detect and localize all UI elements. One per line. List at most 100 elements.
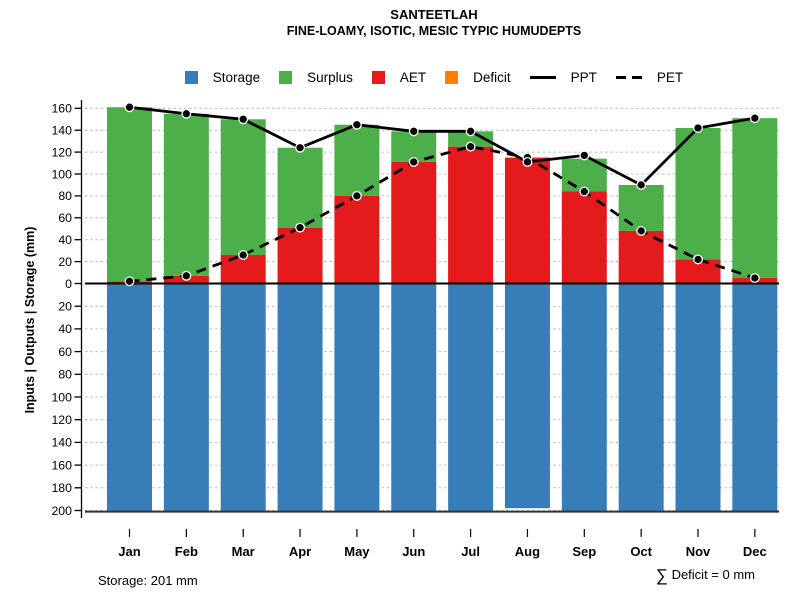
legend-label: PPT — [570, 69, 597, 85]
storage-bar-Nov — [675, 283, 721, 512]
sum-symbol: ∑ — [655, 566, 668, 585]
legend-item-surplus: Surplus — [279, 70, 353, 85]
deficit-text: Deficit = 0 mm — [667, 567, 755, 582]
ppt-point-Jun — [408, 126, 419, 137]
y-tick-label: 40 — [58, 322, 72, 336]
y-tick-label: 80 — [58, 368, 72, 382]
ppt-point-May — [351, 119, 362, 130]
y-tick-label: 20 — [58, 300, 72, 314]
y-tick-label: 120 — [51, 413, 72, 427]
storage-bar-Jun — [391, 283, 437, 512]
surplus-bar-Oct — [618, 184, 664, 231]
storage-bar-Oct — [618, 283, 664, 512]
y-tick-label: 160 — [51, 102, 72, 116]
legend-item-ppt: PPT — [529, 69, 597, 85]
y-tick-label: 60 — [58, 345, 72, 359]
aet-bar-Aug — [504, 157, 550, 284]
storage-bar-Jan — [107, 283, 152, 512]
legend-label: AET — [399, 69, 427, 85]
y-tick-label: 80 — [58, 189, 72, 203]
month-label-Oct: Oct — [630, 544, 652, 559]
y-tick-label: 200 — [51, 504, 72, 518]
ppt-line-swatch-icon — [529, 75, 556, 79]
legend-item-deficit: Deficit — [445, 70, 511, 85]
y-tick-label: 140 — [51, 436, 72, 450]
pet-point-Feb — [181, 270, 192, 281]
month-label-May: May — [344, 544, 370, 559]
month-label-Dec: Dec — [743, 544, 767, 559]
surplus-bar-Dec — [732, 118, 778, 279]
aet-bar-Jul — [448, 146, 494, 284]
pet-point-Jul — [465, 141, 476, 152]
surplus-bar-Jan — [107, 107, 152, 282]
aet-bar-May — [334, 195, 380, 284]
legend: Storage Surplus AET Deficit PPT PET — [88, 66, 780, 88]
deficit-annotation: ∑ Deficit = 0 mm — [656, 566, 755, 586]
ppt-point-Jul — [465, 126, 476, 137]
month-label-Jul: Jul — [461, 544, 480, 559]
month-label-Mar: Mar — [232, 544, 255, 559]
ppt-point-Nov — [693, 123, 703, 133]
ppt-point-Dec — [749, 113, 760, 124]
surplus-swatch-icon — [279, 70, 293, 84]
y-tick-label: 160 — [51, 458, 72, 472]
storage-bar-Apr — [277, 283, 323, 512]
pet-point-Oct — [636, 225, 647, 236]
ppt-point-Mar — [238, 114, 249, 125]
aet-bar-Jun — [391, 161, 437, 284]
y-tick-label: 40 — [58, 233, 72, 247]
ppt-point-Oct — [636, 179, 647, 190]
legend-item-storage: Storage — [184, 69, 261, 85]
storage-swatch-icon — [184, 70, 198, 84]
legend-label: PET — [656, 69, 684, 85]
aet-swatch-icon — [371, 70, 385, 84]
surplus-bar-Jul — [448, 131, 494, 147]
y-tick-label: 100 — [51, 390, 72, 404]
y-tick-label: 20 — [58, 255, 72, 269]
y-tick-label: 60 — [58, 211, 72, 225]
legend-label: Surplus — [307, 69, 353, 85]
chart-subtitle: FINE-LOAMY, ISOTIC, MESIC TYPIC HUMUDEPT… — [286, 24, 582, 38]
y-tick-label: 180 — [51, 481, 72, 495]
ppt-point-Apr — [295, 142, 306, 153]
storage-bar-Sep — [561, 283, 607, 512]
storage-bar-Dec — [732, 283, 778, 512]
y-tick-label: 0 — [65, 277, 72, 291]
storage-bar-Aug — [504, 283, 550, 509]
legend-item-pet: PET — [615, 69, 684, 85]
legend-label: Storage — [212, 69, 261, 85]
deficit-swatch-icon — [445, 70, 459, 84]
month-label-Nov: Nov — [686, 544, 711, 559]
month-label-Aug: Aug — [515, 544, 540, 559]
pet-point-Jan — [124, 276, 135, 287]
storage-bar-Mar — [220, 283, 266, 512]
month-label-Sep: Sep — [572, 544, 596, 559]
y-tick-label: 120 — [51, 145, 72, 159]
pet-line — [129, 145, 756, 283]
ppt-line — [129, 105, 756, 187]
pet-point-Jun — [408, 157, 419, 167]
pet-point-Nov — [693, 254, 703, 265]
pet-line-swatch-icon — [615, 75, 642, 79]
month-label-Jan: Jan — [118, 544, 140, 559]
month-label-Apr: Apr — [289, 544, 311, 559]
ppt-point-Aug — [522, 157, 533, 167]
storage-bar-May — [334, 283, 380, 512]
month-label-Jun: Jun — [402, 544, 425, 559]
chart-title: SANTEETLAH — [390, 7, 478, 22]
legend-item-aet: AET — [371, 69, 427, 85]
aet-bar-Apr — [277, 227, 323, 284]
surplus-bar-May — [334, 124, 380, 196]
pet-point-May — [351, 190, 362, 201]
y-tick-label: 100 — [51, 167, 72, 181]
pet-point-Apr — [295, 222, 306, 233]
surplus-bar-Feb — [163, 113, 209, 276]
month-label-Feb: Feb — [175, 544, 198, 559]
storage-annotation: Storage: 201 mm — [98, 573, 198, 588]
pet-point-Sep — [579, 186, 590, 197]
surplus-bar-Mar — [220, 119, 266, 256]
ppt-point-Feb — [181, 108, 192, 119]
ppt-point-Jan — [124, 102, 135, 113]
